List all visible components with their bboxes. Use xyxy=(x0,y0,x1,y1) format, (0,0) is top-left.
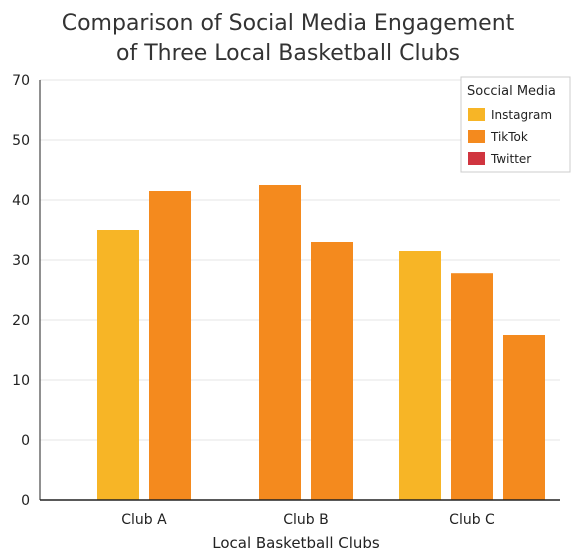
bar-club-a-tiktok xyxy=(149,191,191,500)
y-tick-labels: 0 0 10 20 30 40 50 70 xyxy=(12,73,30,509)
bar-club-c-tiktok xyxy=(503,335,545,500)
legend-entries: Instagram TikTok Twitter xyxy=(468,108,552,166)
legend-label-twitter: Twitter xyxy=(490,152,531,166)
y-tick-label: 0 xyxy=(21,433,30,449)
bar-club-c-instagram xyxy=(399,251,441,500)
bar-club-a-instagram xyxy=(97,230,139,500)
y-tick-label: 30 xyxy=(12,253,30,269)
legend-title: Soccial Media xyxy=(467,84,556,99)
chart-title-line-2: of Three Local Basketball Clubs xyxy=(116,41,460,66)
legend-swatch-instagram xyxy=(468,108,485,121)
y-tick-label: 20 xyxy=(12,313,30,329)
x-tick-labels: Club A Club B Club C xyxy=(121,512,495,528)
y-tick-label: 50 xyxy=(12,133,30,149)
x-tick-label: Club C xyxy=(449,512,495,528)
x-axis-title: Local Basketball Clubs xyxy=(212,534,380,552)
legend-label-instagram: Instagram xyxy=(491,108,552,122)
legend-swatch-twitter xyxy=(468,152,485,165)
legend-label-tiktok: TikTok xyxy=(490,130,528,144)
bar-club-b-tiktok xyxy=(311,242,353,500)
y-tick-label: 40 xyxy=(12,193,30,209)
x-tick-label: Club B xyxy=(283,512,328,528)
y-tick-label: 0 xyxy=(21,493,30,509)
bar-club-b-tiktok xyxy=(259,185,301,500)
bars xyxy=(97,185,545,500)
y-tick-label: 70 xyxy=(12,73,30,89)
y-tick-label: 10 xyxy=(12,373,30,389)
x-tick-label: Club A xyxy=(121,512,167,528)
legend-swatch-tiktok xyxy=(468,130,485,143)
legend: Soccial Media Instagram TikTok Twitter xyxy=(460,76,571,173)
bar-club-c-tiktok xyxy=(451,273,493,500)
chart-title-line-1: Comparison of Social Media Engagement xyxy=(62,11,515,36)
